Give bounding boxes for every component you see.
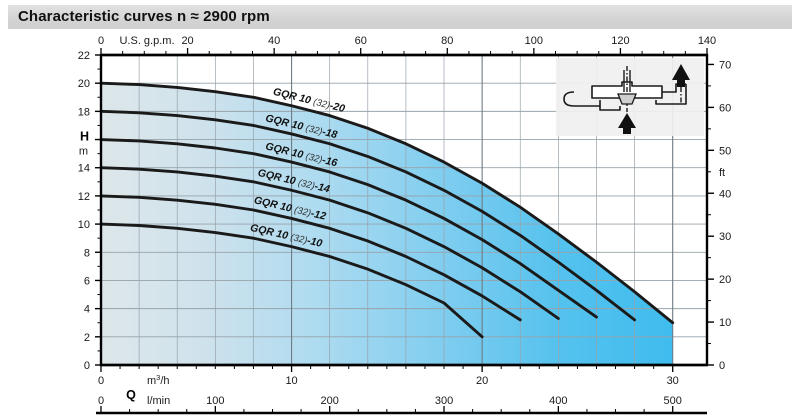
svg-text:m: m (79, 146, 88, 158)
svg-text:20: 20 (181, 35, 193, 47)
svg-text:m3/h: m3/h (147, 373, 170, 387)
svg-text:70: 70 (719, 59, 731, 71)
svg-text:100: 100 (525, 35, 543, 47)
svg-text:10: 10 (285, 375, 297, 387)
svg-text:10: 10 (719, 317, 731, 329)
svg-text:10: 10 (78, 219, 90, 231)
svg-text:U.S. g.p.m.: U.S. g.p.m. (119, 35, 174, 47)
svg-text:2: 2 (84, 332, 90, 344)
svg-text:0: 0 (84, 360, 90, 372)
inlet-arrow-icon (618, 113, 636, 134)
svg-text:Q: Q (126, 388, 136, 402)
svg-text:300: 300 (435, 395, 453, 407)
svg-text:30: 30 (719, 231, 731, 243)
svg-text:20: 20 (78, 78, 90, 90)
svg-text:120: 120 (611, 35, 629, 47)
svg-text:l/min: l/min (147, 395, 170, 407)
svg-text:12: 12 (78, 191, 90, 203)
svg-text:40: 40 (268, 35, 280, 47)
svg-text:400: 400 (549, 395, 567, 407)
page-title: Characteristic curves n ≈ 2900 rpm (18, 8, 270, 25)
outlet-arrow-icon (672, 64, 690, 87)
svg-text:200: 200 (320, 395, 338, 407)
svg-text:14: 14 (78, 163, 90, 175)
title-bar: Characteristic curves n ≈ 2900 rpm (8, 5, 792, 29)
svg-text:0: 0 (98, 375, 104, 387)
svg-text:60: 60 (355, 35, 367, 47)
svg-text:4: 4 (84, 304, 90, 316)
svg-text:140: 140 (698, 35, 716, 47)
svg-text:6: 6 (84, 275, 90, 287)
svg-text:20: 20 (476, 375, 488, 387)
svg-text:40: 40 (719, 188, 731, 200)
pump-schematic-inset (556, 58, 704, 136)
svg-text:30: 30 (667, 375, 679, 387)
svg-text:22: 22 (78, 50, 90, 62)
gridlines (101, 55, 707, 365)
svg-text:0: 0 (98, 395, 104, 407)
svg-text:H: H (80, 130, 89, 144)
svg-text:ft: ft (719, 167, 725, 179)
svg-text:60: 60 (719, 102, 731, 114)
svg-text:100: 100 (206, 395, 224, 407)
svg-text:0: 0 (98, 35, 104, 47)
svg-text:18: 18 (78, 106, 90, 118)
svg-text:0: 0 (719, 360, 725, 372)
svg-text:80: 80 (441, 35, 453, 47)
svg-text:500: 500 (664, 395, 682, 407)
svg-text:20: 20 (719, 274, 731, 286)
svg-text:50: 50 (719, 145, 731, 157)
svg-text:8: 8 (84, 247, 90, 259)
